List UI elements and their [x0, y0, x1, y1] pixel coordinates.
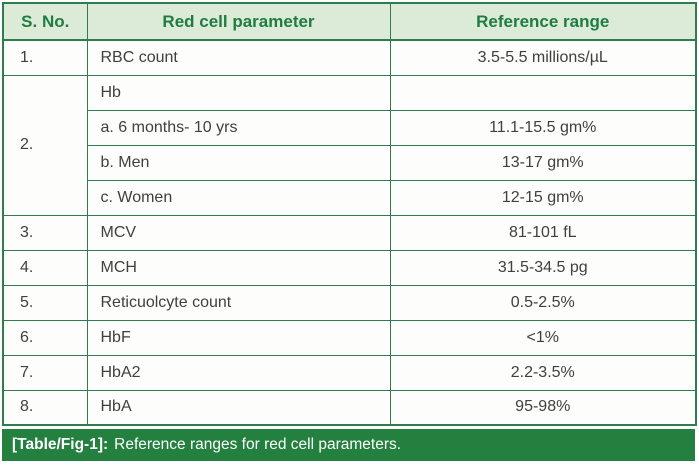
parameter-cell: Hb — [86, 74, 391, 111]
table-header-row: S. No. Red cell parameter Reference rang… — [2, 2, 697, 41]
reference-cell: 13-17 gm% — [389, 144, 697, 181]
caption-label: [Table/Fig-1]: — [12, 436, 109, 453]
reference-cell: 95-98% — [389, 389, 697, 426]
table-row: 3. MCV 81-101 fL — [2, 214, 697, 251]
table-figure: S. No. Red cell parameter Reference rang… — [2, 2, 697, 461]
sno-cell: 8. — [2, 389, 88, 426]
reference-cell: 12-15 gm% — [389, 179, 697, 216]
table-row: 2. Hb — [2, 74, 697, 216]
table-row: a. 6 months- 10 yrs 11.1-15.5 gm% — [3, 109, 697, 146]
header-sno: S. No. — [2, 2, 88, 41]
parameter-cell: MCH — [86, 249, 391, 286]
table-row: 7. HbA2 2.2-3.5% — [2, 354, 697, 391]
header-parameter: Red cell parameter — [86, 2, 391, 41]
reference-cell: 81-101 fL — [389, 214, 697, 251]
sno-cell: 4. — [2, 249, 88, 286]
parameter-cell: MCV — [86, 214, 391, 251]
table-row: b. Men 13-17 gm% — [3, 144, 697, 181]
table-row: 8. HbA 95-98% — [2, 389, 697, 426]
header-reference: Reference range — [389, 2, 697, 41]
sno-cell: 2. — [2, 74, 88, 216]
figure-caption: [Table/Fig-1]: Reference ranges for red … — [2, 429, 695, 461]
parameter-cell: HbF — [86, 319, 391, 356]
parameter-cell: c. Women — [86, 179, 391, 216]
caption-text: Reference ranges for red cell parameters… — [114, 436, 402, 453]
sno-cell: 3. — [2, 214, 88, 251]
table-row: 6. HbF <1% — [2, 319, 697, 356]
sno-cell: 7. — [2, 354, 88, 391]
parameter-cell: HbA — [86, 389, 391, 426]
table-row: c. Women 12-15 gm% — [3, 179, 697, 216]
table-row: 1. RBC count 3.5-5.5 millions/µL — [2, 39, 697, 76]
sno-cell: 1. — [2, 39, 88, 76]
parameter-cell: RBC count — [86, 39, 391, 76]
reference-cell: <1% — [389, 319, 697, 356]
parameter-cell: b. Men — [86, 144, 391, 181]
parameter-cell: HbA2 — [86, 354, 391, 391]
reference-cell: 11.1-15.5 gm% — [389, 109, 697, 146]
reference-cell: 2.2-3.5% — [389, 354, 697, 391]
table-row: 5. Reticuolcyte count 0.5-2.5% — [2, 284, 697, 321]
parameter-cell: Reticuolcyte count — [86, 284, 391, 321]
reference-cell: 3.5-5.5 millions/µL — [389, 39, 697, 76]
reference-cell: 31.5-34.5 pg — [389, 249, 697, 286]
sno-cell: 5. — [2, 284, 88, 321]
table-row: 4. MCH 31.5-34.5 pg — [2, 249, 697, 286]
parameter-cell: a. 6 months- 10 yrs — [86, 109, 391, 146]
reference-cell — [389, 74, 697, 111]
sno-cell: 6. — [2, 319, 88, 356]
reference-table: S. No. Red cell parameter Reference rang… — [2, 2, 697, 426]
reference-cell: 0.5-2.5% — [389, 284, 697, 321]
